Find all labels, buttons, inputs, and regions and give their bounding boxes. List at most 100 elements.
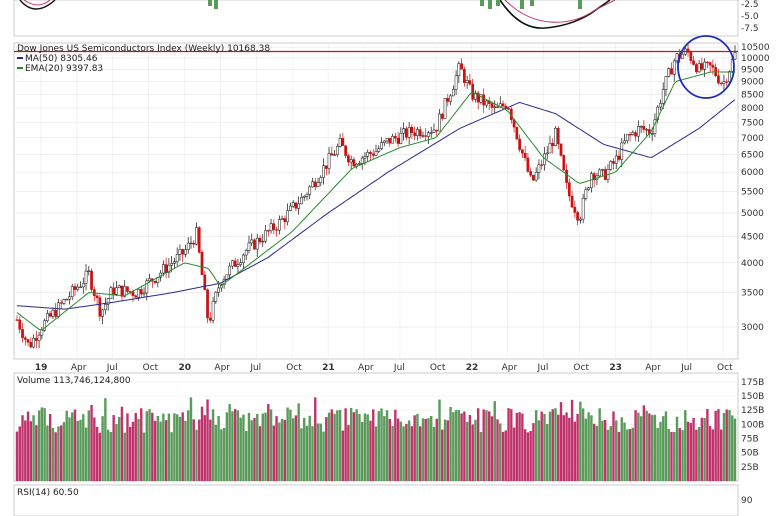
volume-bar (615, 420, 618, 481)
candle-body (565, 169, 568, 183)
volume-bar (126, 413, 129, 481)
candle-body (590, 173, 593, 189)
volume-bar (427, 418, 430, 481)
candle-body (474, 92, 477, 100)
volume-bar (15, 431, 19, 481)
candle-body (341, 138, 345, 147)
volume-bar (731, 415, 734, 481)
candle-body (686, 48, 690, 53)
volume-bar (543, 413, 546, 481)
candle-body (286, 210, 289, 223)
volume-bar (225, 412, 229, 481)
volume-bar (184, 420, 187, 481)
volume-bar (209, 419, 212, 481)
volume-bar (546, 424, 549, 481)
volume-bar (297, 403, 300, 481)
histogram-bar (520, 0, 524, 9)
candle-body (40, 329, 44, 336)
x-tick-label: Apr (71, 363, 87, 373)
x-tick-label: Jul (106, 363, 118, 373)
candle-body (405, 128, 408, 138)
candle-body (253, 239, 256, 250)
histogram-bar (214, 0, 218, 9)
volume-bar (438, 399, 441, 481)
candle-body (206, 289, 209, 319)
volume-bar (245, 431, 248, 481)
volume-bar (435, 418, 438, 481)
candle-body (43, 320, 46, 331)
candle-body (623, 140, 626, 144)
histogram-bar (530, 0, 534, 6)
price-tick-label: 10000 (741, 54, 770, 64)
volume-bar (581, 408, 585, 481)
candle-body (639, 126, 643, 128)
volume-tick-label: 50B (741, 449, 759, 459)
volume-bar (573, 421, 577, 481)
volume-bar (164, 420, 168, 481)
candle-body (51, 309, 55, 317)
volume-bar (476, 408, 480, 481)
candle-body (617, 155, 621, 160)
candle-body (153, 280, 157, 283)
candle-body (667, 68, 671, 77)
candle-body (70, 286, 74, 297)
x-tick-label: Oct (573, 363, 589, 373)
volume-bar (269, 409, 273, 481)
volume-bar (719, 429, 723, 481)
volume-bar (319, 423, 322, 481)
candle-body (95, 295, 99, 298)
candle-body (54, 309, 58, 317)
volume-bar (510, 409, 513, 481)
candle-body (661, 89, 665, 104)
volume-bar (363, 413, 367, 481)
volume-bar (206, 399, 209, 481)
candle-body (377, 148, 381, 152)
volume-bar (463, 411, 466, 481)
volume-bar (98, 432, 102, 481)
price-tick-label: 5000 (741, 209, 764, 219)
candle-body (283, 218, 287, 223)
macd-line-left (19, 0, 56, 10)
candle-body (32, 337, 35, 348)
volume-bar (222, 427, 226, 481)
volume-bar (430, 415, 433, 481)
volume-bar (650, 414, 654, 481)
volume-bar (195, 429, 198, 481)
candle-body (324, 165, 328, 169)
x-tick-label: 23 (609, 363, 622, 373)
volume-bar (468, 414, 472, 481)
volume-bar (523, 429, 527, 481)
volume-bar (134, 412, 137, 481)
price-tick-label: 6500 (741, 150, 764, 160)
volume-bar (479, 431, 483, 481)
volume-bar (432, 426, 436, 481)
histogram-bar (480, 0, 484, 6)
candle-body (556, 127, 560, 145)
candle-body (609, 161, 613, 170)
volume-bar (620, 417, 623, 481)
volume-bar (170, 432, 173, 481)
volume-bar (62, 422, 66, 481)
volume-bar (562, 415, 565, 481)
candle-body (338, 138, 342, 147)
rsi-tick-label: 90 (741, 496, 753, 506)
volume-bar (280, 418, 284, 481)
volume-tick-label: 25B (741, 463, 759, 473)
candle-body (109, 287, 113, 300)
top-tick-label: -7.5 (741, 24, 759, 34)
volume-bar (499, 423, 502, 481)
volume-bar (717, 409, 720, 481)
volume-bar (637, 412, 640, 481)
volume-bar (507, 408, 510, 481)
volume-bar (667, 429, 670, 481)
volume-bar (48, 413, 52, 481)
volume-bar (664, 411, 668, 481)
candle-body (496, 106, 499, 108)
volume-bar (374, 426, 378, 481)
volume-bar (68, 417, 71, 481)
candle-body (402, 128, 405, 134)
candle-body (634, 132, 637, 137)
volume-bar (405, 423, 408, 481)
